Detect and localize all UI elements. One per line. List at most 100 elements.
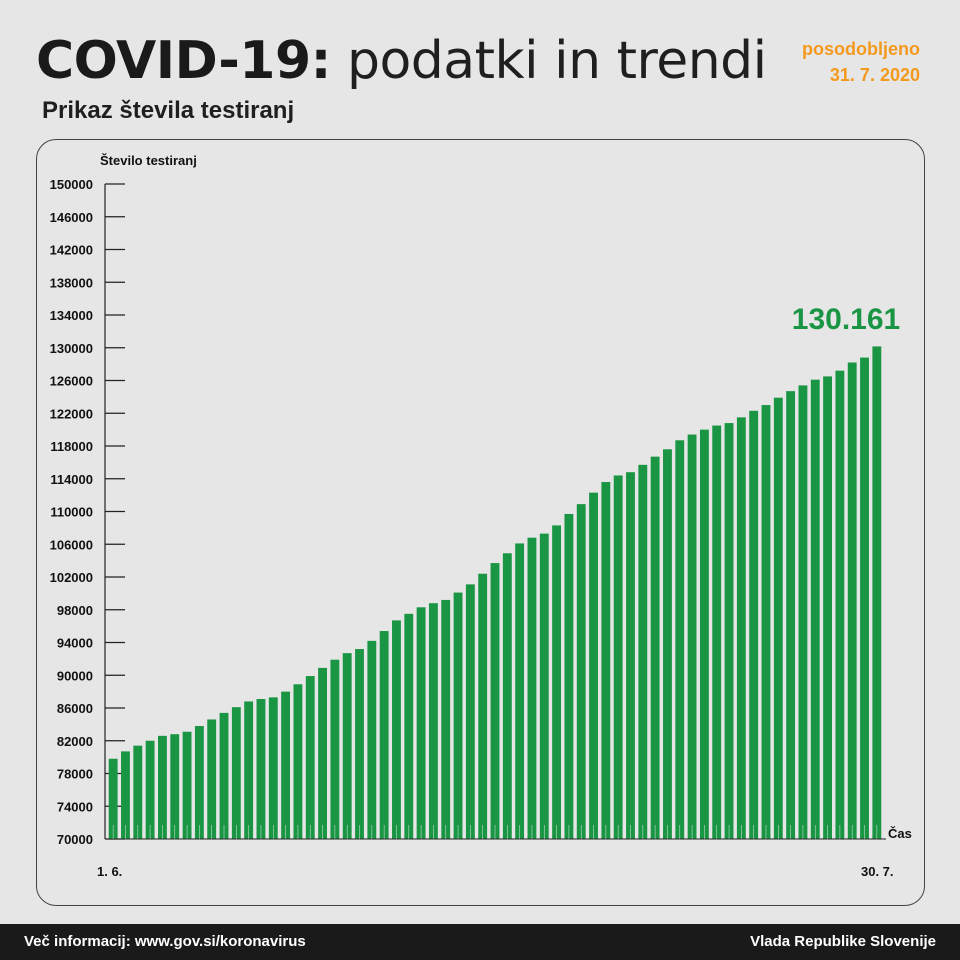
bar — [675, 440, 685, 839]
bar — [502, 553, 512, 839]
bar — [133, 745, 143, 839]
bar — [552, 525, 562, 839]
bar — [872, 346, 882, 839]
bar — [835, 370, 845, 839]
y-tick-label: 102000 — [50, 570, 93, 585]
y-tick-label: 118000 — [50, 439, 93, 454]
chart-panel — [36, 139, 925, 906]
bar — [441, 599, 451, 839]
bar — [564, 513, 574, 839]
y-tick-label: 134000 — [50, 308, 93, 323]
y-tick-label: 114000 — [50, 472, 93, 487]
y-tick-label: 98000 — [57, 603, 93, 618]
bar — [650, 456, 660, 839]
y-tick-label: 110000 — [50, 505, 93, 520]
bar — [626, 472, 635, 839]
bar — [465, 584, 475, 839]
bar — [663, 449, 672, 839]
bar — [761, 405, 771, 839]
bar — [699, 429, 709, 839]
bar — [539, 533, 549, 839]
bar — [404, 613, 414, 839]
y-tick-label: 78000 — [57, 767, 93, 782]
bar — [244, 701, 254, 839]
bar — [293, 684, 303, 839]
bar — [638, 464, 648, 839]
bar — [601, 482, 611, 839]
bar — [367, 640, 377, 839]
y-tick-label: 70000 — [57, 832, 93, 847]
bar — [330, 659, 340, 839]
bar — [256, 698, 266, 839]
y-tick-label: 138000 — [50, 275, 93, 290]
y-tick-label: 94000 — [57, 636, 93, 651]
y-tick-label: 142000 — [50, 243, 93, 258]
bar — [108, 758, 118, 839]
bar — [355, 649, 364, 839]
footer-more-info: Več informacij: www.gov.si/koronavirus — [24, 933, 306, 950]
bar — [453, 592, 463, 839]
page-title: COVID-19: podatki in trendi — [36, 26, 767, 96]
footer-government: Vlada Republike Slovenije — [750, 933, 936, 950]
title-covid: COVID-19: — [36, 31, 331, 91]
bar — [478, 573, 488, 839]
y-tick-label: 122000 — [50, 406, 93, 421]
updated-date: 31. 7. 2020 — [829, 65, 920, 85]
y-tick-label: 86000 — [57, 701, 93, 716]
bar — [490, 563, 500, 839]
bar — [428, 603, 438, 839]
y-tick-label: 146000 — [50, 210, 93, 225]
y-axis-label: Število testiranj — [100, 153, 197, 168]
bar — [527, 537, 537, 839]
bar — [749, 410, 759, 839]
y-tick-label: 126000 — [50, 374, 93, 389]
bar — [589, 492, 598, 839]
x-start-label: 1. 6. — [97, 864, 122, 879]
bar — [194, 726, 204, 839]
last-value-label: 130.161 — [792, 303, 900, 336]
y-tick-label: 106000 — [50, 537, 93, 552]
bar — [145, 740, 155, 839]
y-tick-label: 130000 — [50, 341, 93, 356]
bar — [823, 376, 833, 839]
bar — [798, 385, 808, 839]
bar — [724, 423, 734, 839]
bar — [342, 653, 352, 839]
chart-subtitle: Prikaz števila testiranj — [42, 97, 295, 124]
y-tick-label: 74000 — [57, 799, 93, 814]
x-axis-label: Čas — [888, 826, 912, 841]
bar — [392, 620, 401, 839]
bar — [416, 607, 426, 839]
bar — [268, 697, 278, 839]
bar — [860, 357, 869, 839]
bar — [219, 712, 229, 839]
y-tick-label: 82000 — [57, 734, 93, 749]
bar — [121, 751, 130, 839]
bar — [515, 543, 525, 839]
footer-bar: Več informacij: www.gov.si/koronavirus V… — [0, 924, 960, 960]
bar — [318, 667, 327, 839]
bar — [613, 475, 623, 839]
bar — [305, 676, 315, 839]
bar — [712, 425, 722, 839]
updated-label: posodobljeno — [802, 39, 920, 59]
bar — [576, 504, 586, 839]
bar — [170, 734, 180, 839]
bar — [736, 417, 746, 839]
y-tick-label: 150000 — [50, 177, 93, 192]
bar — [786, 391, 796, 839]
title-subject: podatki in trendi — [346, 31, 767, 91]
bar — [773, 397, 783, 839]
bar — [810, 379, 820, 839]
update-info: posodobljeno 31. 7. 2020 — [802, 36, 920, 88]
bar — [231, 707, 241, 839]
bar — [157, 735, 167, 839]
x-end-label: 30. 7. — [861, 864, 894, 879]
bar — [847, 362, 857, 839]
y-tick-label: 90000 — [57, 668, 93, 683]
bar — [207, 719, 217, 839]
bar — [687, 434, 697, 839]
bar — [182, 731, 192, 839]
bar — [281, 691, 291, 839]
